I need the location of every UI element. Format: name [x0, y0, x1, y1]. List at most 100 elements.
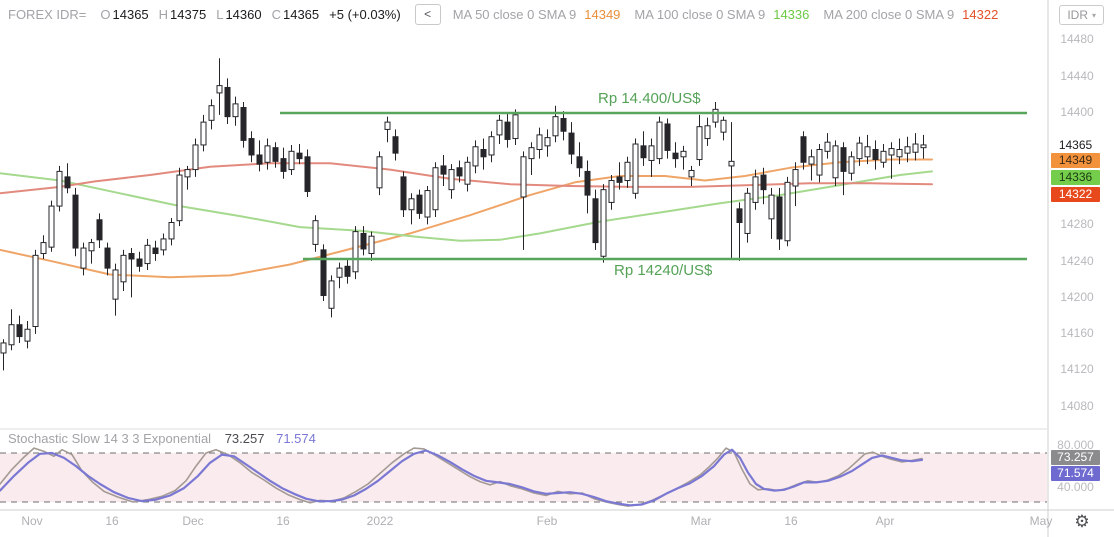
candle-body — [896, 149, 903, 158]
ma50-legend-label: MA 50 close 0 SMA 9 — [452, 6, 577, 22]
candle-body — [608, 180, 615, 203]
candle-body — [408, 198, 415, 211]
chart-header: FOREX IDR= O 14365 H 14375 L 14360 C 143… — [0, 0, 1047, 28]
time-axis-label: 16 — [276, 514, 290, 528]
candle-body — [736, 208, 743, 223]
candle-body — [688, 169, 695, 178]
high-value: 14375 — [170, 6, 207, 22]
candle-body — [776, 196, 783, 240]
price-axis-label: 14400 — [1060, 105, 1094, 119]
candle-body — [80, 247, 87, 269]
candle-body — [872, 149, 879, 161]
candle-body — [664, 123, 671, 151]
candle-body — [576, 156, 583, 169]
candle-body — [0, 342, 7, 354]
candle-body — [272, 147, 279, 162]
change-value: +5 (+0.03%) — [329, 6, 401, 22]
candle-body — [856, 142, 863, 160]
close-value: 14365 — [282, 6, 320, 22]
axis-value-badge: 14349 — [1051, 153, 1100, 168]
candle-body — [224, 86, 231, 118]
time-axis-label: May — [1029, 514, 1053, 528]
candle-body — [480, 149, 487, 158]
candle-body — [264, 145, 271, 163]
candle-body — [424, 190, 431, 218]
candle-body — [56, 170, 63, 207]
low-key: L — [216, 6, 224, 22]
resistance-level-label: Rp 14.400/US$ — [598, 90, 701, 107]
candle-body — [312, 220, 319, 245]
support-level-label: Rp 14240/US$ — [614, 262, 713, 279]
ma50-legend-value: 14349 — [584, 6, 621, 22]
candle-body — [336, 267, 343, 278]
stochastic-band — [0, 453, 1047, 503]
time-axis-label: Apr — [875, 514, 895, 528]
candle-body — [536, 134, 543, 150]
candle-body — [920, 144, 927, 149]
candle-body — [760, 174, 767, 191]
candle-body — [152, 247, 159, 255]
candle-body — [880, 150, 887, 163]
candle-body — [632, 143, 639, 194]
candle-body — [624, 161, 631, 182]
candle-body — [416, 194, 423, 214]
candle-body — [112, 269, 119, 300]
candle-body — [240, 107, 247, 141]
candle-body — [104, 247, 111, 269]
candle-body — [768, 194, 775, 220]
candle-body — [848, 156, 855, 174]
candle-body — [704, 125, 711, 140]
low-value: 14360 — [225, 6, 262, 22]
gear-icon[interactable]: ⚙ — [1070, 511, 1094, 533]
price-axis-label: 14280 — [1060, 217, 1094, 231]
candle-body — [176, 174, 183, 222]
axis-value-badge: 73.257 — [1051, 450, 1100, 465]
candle-body — [128, 253, 135, 260]
currency-label: IDR — [1067, 8, 1088, 22]
candle-body — [376, 156, 383, 189]
axis-value-badge: 71.574 — [1051, 466, 1100, 481]
candle-body — [568, 132, 575, 155]
time-axis-label: 16 — [784, 514, 798, 528]
candle-body — [400, 176, 407, 211]
stochastic-k-value: 73.257 — [224, 431, 265, 446]
candle-body — [296, 152, 303, 160]
candle-body — [464, 161, 471, 185]
candle-body — [552, 116, 559, 137]
candle-body — [184, 169, 191, 178]
candle-body — [24, 328, 31, 342]
candle-body — [784, 181, 791, 242]
currency-dropdown[interactable]: IDR ▾ — [1059, 5, 1104, 25]
chevron-down-icon: ▾ — [1091, 10, 1096, 20]
candle-body — [144, 244, 151, 265]
candle-body — [256, 154, 263, 165]
price-axis-label: 14480 — [1060, 32, 1094, 46]
candle-body — [840, 147, 847, 172]
candle-body — [544, 137, 551, 147]
candle-body — [808, 156, 815, 165]
collapse-legend-button[interactable]: < — [414, 3, 441, 25]
candle-body — [472, 146, 479, 167]
stochastic-title: Stochastic Slow 14 3 3 Exponential 73.25… — [8, 431, 316, 446]
candle-body — [120, 254, 127, 283]
candle-body — [592, 198, 599, 244]
ma200-legend-value: 14322 — [962, 6, 999, 22]
candle-body — [248, 138, 255, 156]
candle-body — [680, 150, 687, 158]
candle-body — [600, 189, 607, 257]
open-value: 14365 — [112, 6, 149, 22]
candle-body — [616, 176, 623, 183]
stochastic-d-value: 71.574 — [276, 431, 316, 446]
candle-body — [160, 238, 167, 251]
candle-body — [288, 150, 295, 171]
stochastic-label: Stochastic Slow 14 3 3 Exponential — [8, 431, 212, 446]
candle-body — [32, 254, 39, 328]
candle-body — [912, 143, 919, 153]
candle-body — [216, 85, 223, 94]
price-axis-label: 14240 — [1060, 254, 1094, 268]
candle-body — [328, 280, 335, 309]
axis-value-badge: 14336 — [1051, 170, 1100, 185]
candle-body — [392, 136, 399, 154]
time-axis-label: 16 — [105, 514, 119, 528]
